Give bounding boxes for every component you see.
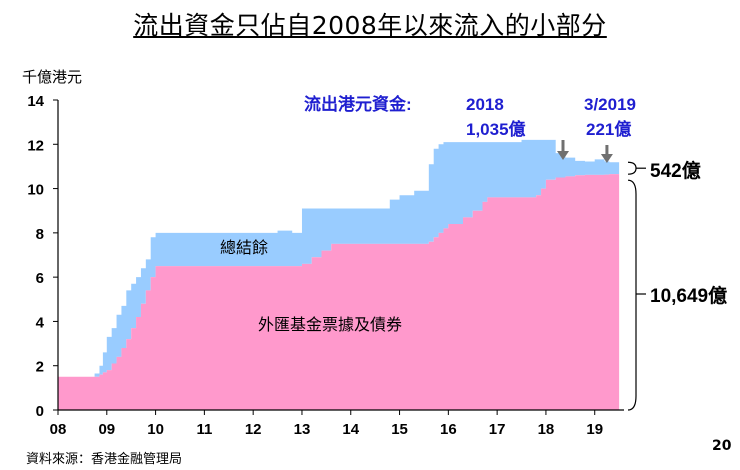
x-tick-label: 15 — [391, 421, 408, 438]
chart-ticks: 0 2 4 6 8 10 12 14 08 09 10 11 12 13 14 15 16 17 18 19 — [27, 93, 603, 438]
outflow-label: 流出港元資金: — [304, 94, 412, 114]
y-tick-label: 2 — [36, 359, 44, 376]
x-tick-label: 19 — [586, 421, 603, 438]
x-tick-label: 13 — [294, 421, 311, 438]
y-tick-label: 14 — [27, 93, 44, 110]
value-brackets — [627, 161, 646, 411]
chart-areas — [58, 139, 620, 410]
arrow-2018-head — [557, 151, 570, 160]
x-tick-label: 11 — [196, 421, 212, 438]
x-tick-label: 18 — [538, 421, 555, 438]
y-tick-label: 12 — [27, 137, 44, 154]
area-efbn — [58, 174, 620, 410]
x-tick-label: 14 — [342, 421, 359, 438]
outflow-2019-value: 221億 — [586, 119, 631, 139]
y-axis-unit-label: 千億港元 — [22, 68, 83, 86]
x-tick-label: 12 — [245, 421, 262, 438]
aggregate-balance-label: 總結餘 — [220, 238, 268, 257]
annotation-arrows — [557, 140, 613, 163]
area-aggregate-balance — [58, 139, 620, 377]
bracket-top-value: 542億 — [650, 159, 701, 182]
y-tick-label: 4 — [36, 314, 45, 331]
bracket-top — [627, 161, 637, 175]
outflow-2018-value: 1,035億 — [466, 119, 526, 139]
arrow-2019-head — [600, 154, 613, 163]
efbn-label: 外匯基金票據及債券 — [258, 315, 402, 334]
outflow-2018-year: 2018 — [466, 95, 504, 114]
chart-axes — [57, 100, 624, 411]
chart-title: 流出資金只佔自2008年以來流入的小部分 — [133, 11, 607, 40]
source-note: 資料來源：香港金融管理局 — [26, 452, 183, 467]
x-tick-label: 08 — [50, 421, 67, 438]
y-tick-label: 6 — [36, 270, 44, 287]
outflow-2019-date: 3/2019 — [584, 95, 636, 114]
y-tick-label: 8 — [36, 226, 44, 243]
page-number: 20 — [712, 438, 732, 454]
bracket-bottom-value: 10,649億 — [650, 284, 727, 307]
y-tick-label: 10 — [27, 182, 44, 199]
x-tick-label: 17 — [489, 421, 506, 438]
y-tick-label: 0 — [36, 403, 44, 420]
x-tick-label: 09 — [98, 421, 115, 438]
x-tick-label: 10 — [147, 421, 164, 438]
x-tick-label: 16 — [440, 421, 457, 438]
bracket-bottom — [627, 179, 637, 411]
